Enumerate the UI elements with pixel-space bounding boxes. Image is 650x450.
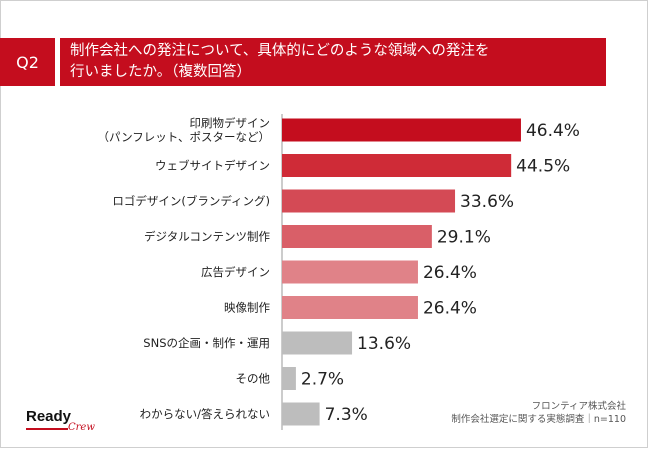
source-company: フロンティア株式会社 <box>531 401 626 412</box>
bar <box>282 331 353 355</box>
question-text-line2: 行いましたか。（複数回答） <box>70 64 251 80</box>
bar <box>282 260 418 284</box>
question-header: 制作会社への発注について、具体的にどのような領域への発注を 行いましたか。（複数… <box>60 38 606 86</box>
value-label: 26.4% <box>423 263 477 283</box>
value-label: 13.6% <box>357 334 411 354</box>
value-label: 7.3% <box>325 405 368 425</box>
bar <box>282 225 432 248</box>
category-label: わからない/答えられない <box>140 407 270 421</box>
source-note: フロンティア株式会社 制作会社選定に関する実態調査｜n=110 <box>451 400 626 426</box>
bar <box>282 367 296 390</box>
value-label: 29.1% <box>437 228 491 248</box>
value-label: 26.4% <box>423 299 477 319</box>
category-label: （パンフレット、ポスターなど） <box>98 130 271 144</box>
bar <box>282 118 521 142</box>
question-badge: Q2 <box>0 38 55 86</box>
logo-wordmark: Ready <box>26 408 72 425</box>
source-survey: 制作会社選定に関する実態調査｜n=110 <box>451 414 626 425</box>
category-label: 印刷物デザイン <box>190 116 271 130</box>
category-label: 映像制作 <box>224 301 270 315</box>
category-label: 広告デザイン <box>201 265 270 279</box>
question-text-line1: 制作会社への発注について、具体的にどのような領域への発注を <box>70 43 490 59</box>
bar <box>282 189 456 213</box>
bar <box>282 402 320 426</box>
logo-script: Crew <box>68 422 95 433</box>
category-label: ウェブサイトデザイン <box>155 159 270 173</box>
category-label: SNSの企画・制作・運用 <box>143 336 270 350</box>
value-label: 2.7% <box>301 370 344 390</box>
value-label: 44.5% <box>516 157 570 177</box>
bar <box>282 154 512 177</box>
logo-underline <box>26 428 68 430</box>
ready-crew-logo: Ready Crew <box>24 408 99 436</box>
value-label: 46.4% <box>526 121 580 141</box>
category-label: ロゴデザイン(ブランディング) <box>112 194 270 208</box>
category-label: デジタルコンテンツ制作 <box>144 230 271 244</box>
category-label: その他 <box>236 372 271 386</box>
bar <box>282 296 418 319</box>
value-label: 33.6% <box>460 192 514 212</box>
